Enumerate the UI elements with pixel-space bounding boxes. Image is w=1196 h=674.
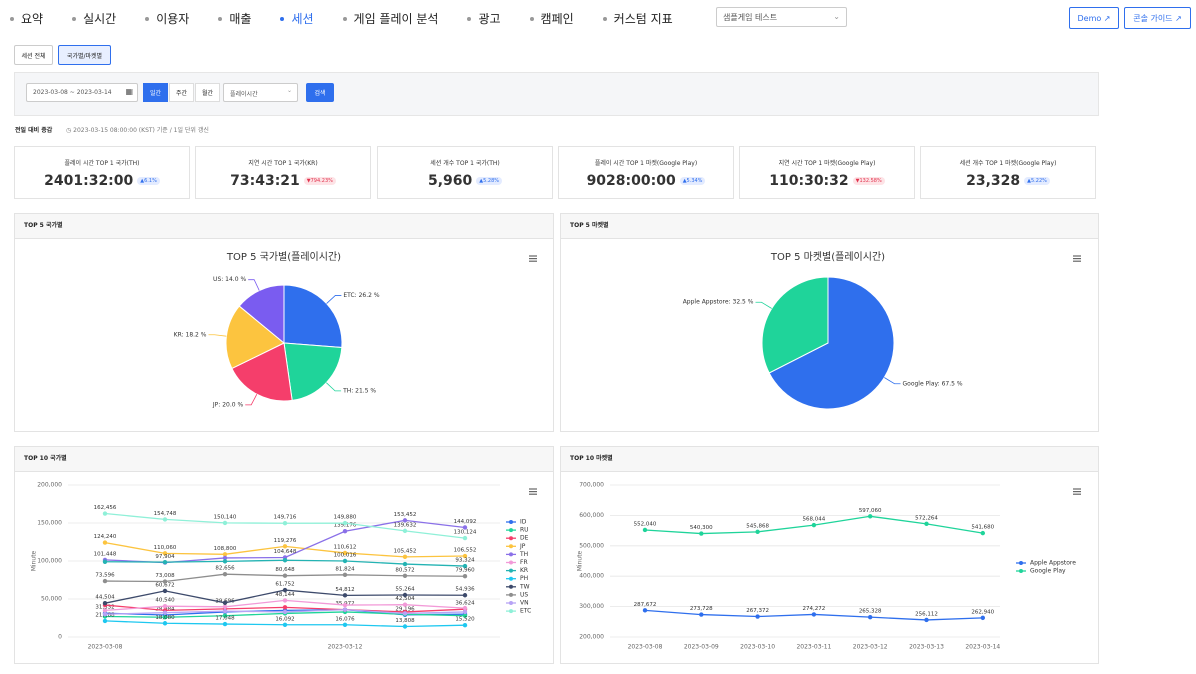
note-text: 2023-03-15 08:00:00 (KST) 기준 / 1일 단위 갱신 xyxy=(73,127,209,134)
card-row: 110:30:32 ▼132.58% xyxy=(740,173,914,189)
kpi-card: 세션 개수 TOP 1 마켓(Google Play) 23,328 ▲5.22% xyxy=(920,146,1096,199)
change-badge: ▲6.1% xyxy=(137,177,160,185)
kpi-card: 세션 개수 TOP 1 국가(TH) 5,960 ▲5.28% xyxy=(377,146,553,199)
card-value: 110:30:32 xyxy=(769,173,849,189)
nav: 요약 실시간 이용자 매출 세션 게임 플레이 분석 광고 캠페인 커스텀 지표 xyxy=(10,8,702,27)
change-badge: ▼132.58% xyxy=(852,177,885,185)
change-badge: ▲5.28% xyxy=(476,177,503,185)
nav-item[interactable]: 실시간 xyxy=(72,8,116,27)
nav-item[interactable]: 광고 xyxy=(467,8,501,27)
period-button[interactable]: 일간 xyxy=(143,83,168,102)
demo-button[interactable]: Demo ↗ xyxy=(1069,7,1119,29)
card-value: 5,960 xyxy=(427,173,473,189)
card-row: 23,328 ▲5.22% xyxy=(921,173,1095,189)
date-range[interactable]: 2023-03-08 ~ 2023-03-14 ▦ xyxy=(26,83,138,102)
kpi-card: 지연 시간 TOP 1 국가(KR) 73:43:21 ▼794.23% xyxy=(195,146,371,199)
kpi-card: 플레이 시간 TOP 1 국가(TH) 2401:32:00 ▲6.1% xyxy=(14,146,190,199)
nav-item[interactable]: 세션 xyxy=(280,8,314,27)
guide-button[interactable]: 콘솔 가이드 ↗ xyxy=(1124,7,1191,29)
card-value: 9028:00:00 xyxy=(586,173,676,189)
button-label: 콘솔 가이드 xyxy=(1133,13,1173,23)
summary-title: 전일 대비 증감 xyxy=(15,127,53,134)
card-row: 2401:32:00 ▲6.1% xyxy=(15,173,189,189)
calendar-icon: ▦ xyxy=(125,87,133,96)
game-select[interactable]: 샘플게임 테스트 ⌄ xyxy=(716,7,847,27)
card-value: 2401:32:00 xyxy=(44,173,134,189)
card-value: 23,328 xyxy=(966,173,1021,189)
metric-select[interactable]: 플레이시간 ⌄ xyxy=(223,83,298,102)
nav-item[interactable]: 요약 xyxy=(10,8,43,27)
change-badge: ▲5.22% xyxy=(1024,177,1050,185)
panel-title: TOP 5 마켓별 xyxy=(561,214,1098,239)
card-title: 세션 개수 TOP 1 국가(TH) xyxy=(430,160,500,167)
panel-title: TOP 10 마켓별 xyxy=(561,447,1098,472)
period-button[interactable]: 주간 xyxy=(169,83,194,102)
tab[interactable]: 국가별/마켓별 xyxy=(58,45,111,65)
card-row: 5,960 ▲5.28% xyxy=(378,173,552,189)
nav-item[interactable]: 매출 xyxy=(218,8,251,27)
panel: TOP 5 국가별 xyxy=(14,213,554,432)
panel: TOP 5 마켓별 xyxy=(560,213,1099,432)
card-title: 플레이 시간 TOP 1 마켓(Google Play) xyxy=(594,160,698,167)
metric-label: 플레이시간 xyxy=(230,91,258,98)
nav-item[interactable]: 게임 플레이 분석 xyxy=(342,8,438,27)
change-badge: ▲5.34% xyxy=(679,177,706,185)
search-label: 검색 xyxy=(314,90,326,97)
card-row: 9028:00:00 ▲5.34% xyxy=(559,173,733,189)
period-button[interactable]: 월간 xyxy=(195,83,220,102)
filter-bar: 2023-03-08 ~ 2023-03-14 ▦ 일간 주간 월간 플레이시간 ⌄ 검… xyxy=(14,72,1099,116)
chevron: ⌄ xyxy=(833,12,840,21)
nav-item[interactable]: 커스텀 지표 xyxy=(602,8,673,27)
summary-note: ◷ 2023-03-15 08:00:00 (KST) 기준 / 1일 단위 갱… xyxy=(66,127,209,134)
card-title: 플레이 시간 TOP 1 국가(TH) xyxy=(64,160,140,167)
card-value: 73:43:21 xyxy=(230,173,300,189)
search-button[interactable]: 검색 xyxy=(306,83,334,102)
panel: TOP 10 마켓별 xyxy=(560,446,1099,664)
game-select-label: 샘플게임 테스트 xyxy=(723,13,778,22)
card-title: 지연 시간 TOP 1 마켓(Google Play) xyxy=(778,160,876,167)
chevron: ⌄ xyxy=(286,87,292,94)
card-row: 73:43:21 ▼794.23% xyxy=(196,173,370,189)
nav-item[interactable]: 캠페인 xyxy=(529,8,574,27)
change-badge: ▼794.23% xyxy=(303,177,336,185)
kpi-card: 플레이 시간 TOP 1 마켓(Google Play) 9028:00:00 ▲5… xyxy=(558,146,734,199)
panel-title: TOP 10 국가별 xyxy=(15,447,553,472)
panel: TOP 10 국가별 xyxy=(14,446,554,664)
tab[interactable]: 세션 전체 xyxy=(14,45,53,65)
card-title: 지연 시간 TOP 1 국가(KR) xyxy=(248,160,318,167)
panel-title: TOP 5 국가별 xyxy=(15,214,553,239)
kpi-card: 지연 시간 TOP 1 마켓(Google Play) 110:30:32 ▼132… xyxy=(739,146,915,199)
card-title: 세션 개수 TOP 1 마켓(Google Play) xyxy=(959,160,1057,167)
date-range-label: 2023-03-08 ~ 2023-03-14 xyxy=(33,89,112,96)
nav-item[interactable]: 이용자 xyxy=(145,8,189,27)
button-label: Demo xyxy=(1077,13,1102,23)
